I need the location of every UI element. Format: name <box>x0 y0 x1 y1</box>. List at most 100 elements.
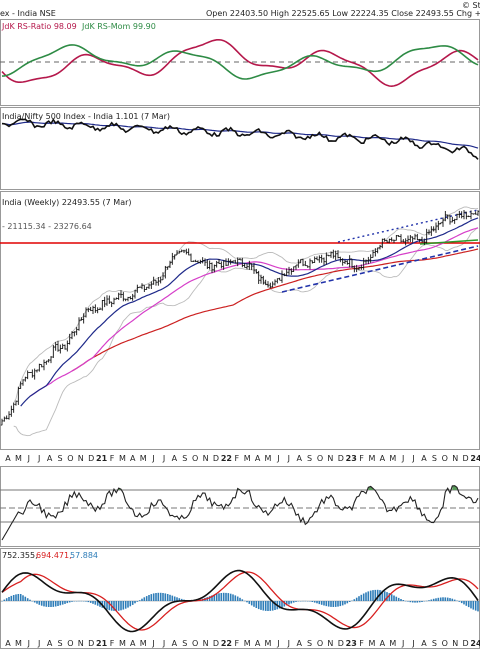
ohlc-bar <box>171 252 174 265</box>
ohlc-bar <box>367 256 370 265</box>
ohlc-bar <box>381 238 384 249</box>
macd-histogram-bar <box>348 601 351 602</box>
ohlc-bar <box>388 238 391 244</box>
x-tick-label: M <box>119 639 126 648</box>
x-tick-label: O <box>442 454 448 463</box>
ohlc-bar <box>311 260 314 264</box>
macd-histogram-bar <box>444 597 447 601</box>
macd-histogram-bar <box>131 601 134 605</box>
macd-histogram-bar <box>325 601 328 607</box>
ohlc-bar <box>346 260 349 265</box>
macd-histogram-bar <box>19 594 22 601</box>
x-tick-label: S <box>182 454 187 463</box>
ohlc-bar <box>427 229 431 235</box>
x-tick-label: A <box>255 454 261 463</box>
ohlc-bar <box>430 226 433 236</box>
x-tick-label: D <box>213 639 219 648</box>
macd-histogram-bar <box>474 601 477 611</box>
x-tick-label: J <box>37 454 40 463</box>
ohlc-bar <box>63 344 67 350</box>
ohlc-bar <box>325 252 328 265</box>
macd-histogram-bar <box>162 593 164 601</box>
ohlc-bar <box>425 228 428 244</box>
x-tick-label: F <box>234 639 239 648</box>
ohlc-bar <box>292 266 295 272</box>
ohlc-bar <box>164 265 167 279</box>
x-tick-label: M <box>140 454 147 463</box>
ohlc-bar <box>399 234 403 243</box>
macd-histogram-bar <box>460 601 463 604</box>
macd-histogram-bar <box>241 599 244 601</box>
macd-histogram-bar <box>155 593 157 601</box>
ohlc-bar <box>245 263 249 270</box>
x-tick-label: M <box>140 639 147 648</box>
macd-histogram-bar <box>215 593 218 601</box>
x-tick-label: O <box>317 454 323 463</box>
x-tick-label: D <box>88 454 94 463</box>
macd-histogram-bar <box>369 590 372 601</box>
macd-histogram-bar <box>150 594 153 601</box>
x-axis-bottom: A M J J A S O N D 21 F M A M J J A S O N D 22 F M A M J J A S O N D 23 F M A… <box>5 639 480 648</box>
ohlc-bar <box>241 257 244 268</box>
macd-label-b: 694.471, <box>36 551 72 560</box>
ohlc-bar <box>82 313 85 324</box>
rs-line <box>1 485 479 541</box>
ohlc-bar <box>348 255 351 268</box>
x-tick-label: F <box>110 639 115 648</box>
ohlc-bar <box>61 343 64 349</box>
ohlc-bar <box>222 260 225 270</box>
x-tick-label: O <box>442 639 448 648</box>
rrg-legend-b: JdK RS-Mom 99.90 <box>81 22 156 31</box>
ohlc-bar <box>243 263 246 268</box>
macd-histogram-bar <box>358 596 360 601</box>
macd-histogram-bar <box>54 601 57 607</box>
ohlc-bar <box>343 259 347 264</box>
macd-histogram-bar <box>257 601 260 610</box>
ohlc-bar <box>364 259 368 265</box>
rs-overbought-fills <box>118 485 457 490</box>
x-tick-label: D <box>463 639 469 648</box>
x-tick-label: D <box>338 639 344 648</box>
macd-histogram-bar <box>232 594 234 601</box>
ohlc-bar <box>285 268 288 277</box>
macd-histogram-bar <box>225 592 227 601</box>
macd-histogram-bar <box>106 601 108 610</box>
macd-histogram-bar <box>274 601 276 610</box>
ohlc-bar <box>278 277 281 281</box>
macd-histogram-bar <box>103 601 106 609</box>
macd-histogram-bar <box>355 597 358 601</box>
ohlc-bar <box>124 298 127 302</box>
macd-histogram-bar <box>442 597 444 601</box>
ohlc-bar <box>5 415 8 420</box>
macd-histogram-bar <box>264 601 267 611</box>
ohlc-bar <box>178 250 181 254</box>
macd-histogram-bar <box>10 595 13 601</box>
macd-histogram-bar <box>400 599 402 601</box>
x-tick-label: N <box>78 639 84 648</box>
x-tick-label: A <box>130 454 136 463</box>
ohlc-bar <box>467 215 470 218</box>
macd-histogram-bar <box>316 601 318 604</box>
ohlc-bar <box>423 238 426 246</box>
rs-panel-frame <box>0 466 480 547</box>
x-tick-label: A <box>172 454 178 463</box>
ohlc-bar <box>73 331 76 337</box>
macd-histogram-bar <box>362 593 365 601</box>
macd-histogram-bar <box>428 600 430 601</box>
macd-histogram-bar <box>246 601 248 603</box>
ohlc-bar <box>105 295 109 306</box>
macd-histogram-bar <box>164 593 167 601</box>
ohlc-bar <box>306 265 309 268</box>
macd-histogram-bar <box>92 601 94 604</box>
x-tick-label: F <box>359 639 364 648</box>
macd-histogram-bar <box>145 596 148 601</box>
ohlc-bar <box>157 277 160 286</box>
ohlc-bar <box>7 411 11 420</box>
ohlc-bar <box>299 258 302 264</box>
x-tick-label: J <box>401 639 404 648</box>
ohlc-bar <box>458 210 461 218</box>
macd-histogram-bar <box>334 601 337 607</box>
macd-histogram-bar <box>141 598 143 601</box>
ma-blue-line <box>20 217 479 407</box>
x-tick-label: O <box>192 454 198 463</box>
